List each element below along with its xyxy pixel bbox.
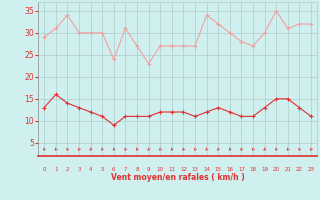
X-axis label: Vent moyen/en rafales ( km/h ): Vent moyen/en rafales ( km/h ) — [111, 174, 244, 182]
